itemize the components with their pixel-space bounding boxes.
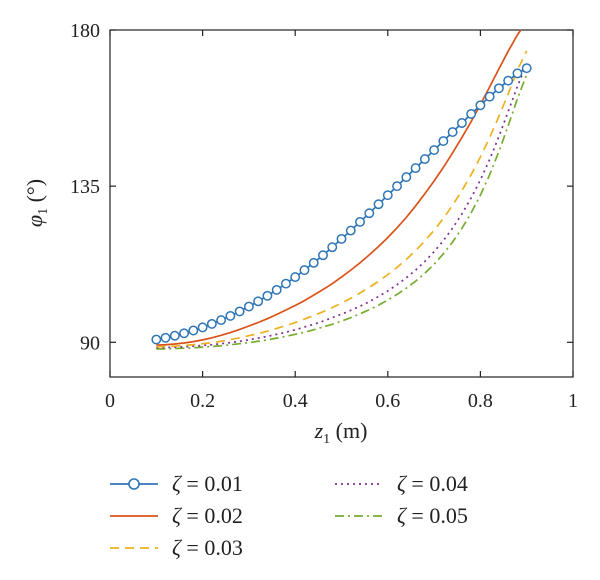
data-point	[188, 325, 199, 336]
legend-label: ζ = 0.04	[397, 471, 468, 496]
data-point	[401, 172, 412, 183]
data-point	[475, 100, 486, 111]
y-axis-symbol: φ	[22, 215, 47, 227]
data-point	[280, 278, 291, 289]
y-axis-unit: (°)	[22, 179, 47, 208]
data-point	[169, 330, 180, 341]
plot-frame	[109, 29, 574, 378]
data-point	[345, 225, 356, 236]
data-point	[271, 284, 282, 295]
data-point	[484, 91, 495, 102]
data-point	[308, 257, 319, 268]
data-point	[419, 154, 430, 165]
x-axis-subscript: 1	[323, 432, 330, 447]
data-point	[493, 83, 504, 94]
series-line-5	[156, 74, 528, 350]
data-point	[243, 301, 254, 312]
series-line-3	[156, 50, 528, 348]
data-point	[216, 315, 227, 326]
legend-label: ζ = 0.01	[172, 471, 243, 496]
series-group	[151, 30, 532, 350]
legend-marker	[128, 478, 140, 490]
data-point	[456, 118, 467, 128]
data-point	[503, 75, 514, 86]
x-tick-label: 0.2	[190, 390, 215, 412]
data-point	[364, 208, 375, 219]
legend-label: ζ = 0.05	[397, 503, 468, 528]
y-axis-subscript: 1	[36, 208, 51, 215]
data-point	[447, 127, 458, 137]
data-point	[299, 265, 310, 276]
data-point	[197, 322, 208, 333]
data-point	[382, 190, 393, 201]
x-tick-label: 0.6	[375, 390, 400, 412]
data-point	[355, 216, 365, 227]
data-point	[466, 109, 477, 119]
y-tick-label: 135	[70, 176, 100, 198]
data-point	[151, 334, 162, 345]
data-point	[410, 163, 421, 174]
data-point	[318, 250, 328, 261]
data-point	[290, 272, 301, 283]
x-axis-unit: (m)	[330, 418, 367, 443]
legend: ζ = 0.01 ζ = 0.02 ζ = 0.03 ζ = 0.04 ζ = 0.05	[110, 471, 468, 560]
y-tick-label: 90	[80, 332, 100, 354]
y-axis: 90 135 180	[70, 20, 573, 354]
legend-label: ζ = 0.02	[172, 503, 243, 528]
data-point	[234, 306, 245, 317]
x-tick-label: 1	[568, 390, 578, 412]
data-point	[392, 181, 403, 192]
data-point	[438, 136, 449, 146]
series-line-4	[156, 63, 528, 349]
x-tick-label: 0.4	[283, 390, 308, 412]
x-tick-label: 0	[105, 390, 115, 412]
data-point	[262, 290, 273, 301]
x-axis: 0 0.2 0.4 0.6 0.8 1	[105, 30, 578, 412]
x-axis-symbol: z	[314, 418, 324, 443]
data-point	[206, 318, 217, 329]
series-line-1	[156, 67, 528, 341]
plot-area	[151, 30, 532, 350]
legend-label: ζ = 0.03	[172, 535, 243, 560]
data-point	[253, 296, 264, 307]
data-point	[429, 145, 440, 156]
data-point	[521, 63, 532, 74]
data-point	[225, 310, 236, 321]
y-tick-label: 180	[70, 20, 100, 42]
x-tick-label: 0.8	[468, 390, 493, 412]
data-point	[327, 242, 338, 253]
data-point	[512, 68, 523, 79]
data-point	[373, 199, 384, 210]
y-axis-label: φ1 (°)	[22, 179, 51, 227]
data-point	[179, 328, 190, 339]
x-axis-label: z1 (m)	[314, 418, 368, 447]
data-point	[336, 233, 347, 244]
series-line-2	[156, 30, 522, 346]
data-point	[160, 332, 171, 343]
